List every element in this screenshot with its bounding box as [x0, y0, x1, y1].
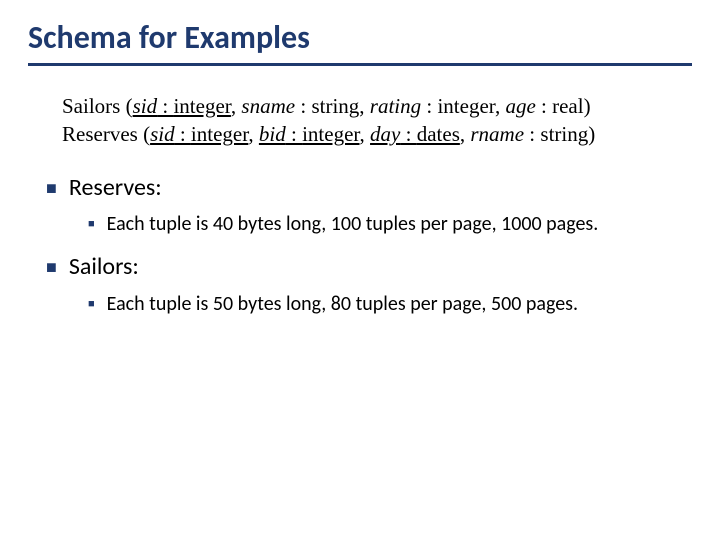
- bullet-list: ■ Reserves: ■ Each tuple is 40 bytes lon…: [28, 173, 692, 318]
- bullet-text: Each tuple is 50 bytes long, 80 tuples p…: [107, 291, 578, 318]
- bullet-label: Sailors:: [69, 252, 139, 281]
- attr-type: integer: [302, 122, 359, 146]
- bullet-icon: ■: [88, 291, 95, 316]
- attr-type: real: [552, 94, 583, 118]
- attr-type: string: [311, 94, 359, 118]
- attr-type: integer: [173, 94, 230, 118]
- bullet-icon: ■: [88, 211, 95, 236]
- attr-sid: sid: [133, 94, 158, 118]
- attr-type: integer: [437, 94, 494, 118]
- relation-name: Sailors: [62, 94, 120, 118]
- page-title: Schema for Examples: [28, 18, 692, 57]
- bullet-sailors-detail: ■ Each tuple is 50 bytes long, 80 tuples…: [88, 291, 692, 318]
- bullet-icon: ■: [46, 252, 57, 283]
- attr-type: integer: [191, 122, 248, 146]
- relation-name: Reserves: [62, 122, 138, 146]
- attr-rname: rname: [470, 122, 524, 146]
- bullet-icon: ■: [46, 173, 57, 204]
- attr-day: day: [370, 122, 400, 146]
- bullet-sailors: ■ Sailors:: [46, 252, 692, 283]
- attr-bid: bid: [259, 122, 286, 146]
- attr-type: dates: [417, 122, 460, 146]
- slide: Schema for Examples Sailors (sid : integ…: [0, 0, 720, 318]
- attr-sname: sname: [241, 94, 295, 118]
- attr-sid: sid: [150, 122, 175, 146]
- attr-age: age: [505, 94, 535, 118]
- bullet-label: Reserves:: [69, 173, 162, 202]
- schema-block: Sailors (sid : integer, sname : string, …: [62, 92, 692, 149]
- schema-reserves: Reserves (sid : integer, bid : integer, …: [62, 120, 692, 148]
- bullet-reserves: ■ Reserves:: [46, 173, 692, 204]
- bullet-reserves-detail: ■ Each tuple is 40 bytes long, 100 tuple…: [88, 211, 692, 238]
- title-rule: [28, 63, 692, 66]
- attr-rating: rating: [370, 94, 421, 118]
- schema-sailors: Sailors (sid : integer, sname : string, …: [62, 92, 692, 120]
- attr-type: string: [540, 122, 588, 146]
- bullet-text: Each tuple is 40 bytes long, 100 tuples …: [107, 211, 599, 238]
